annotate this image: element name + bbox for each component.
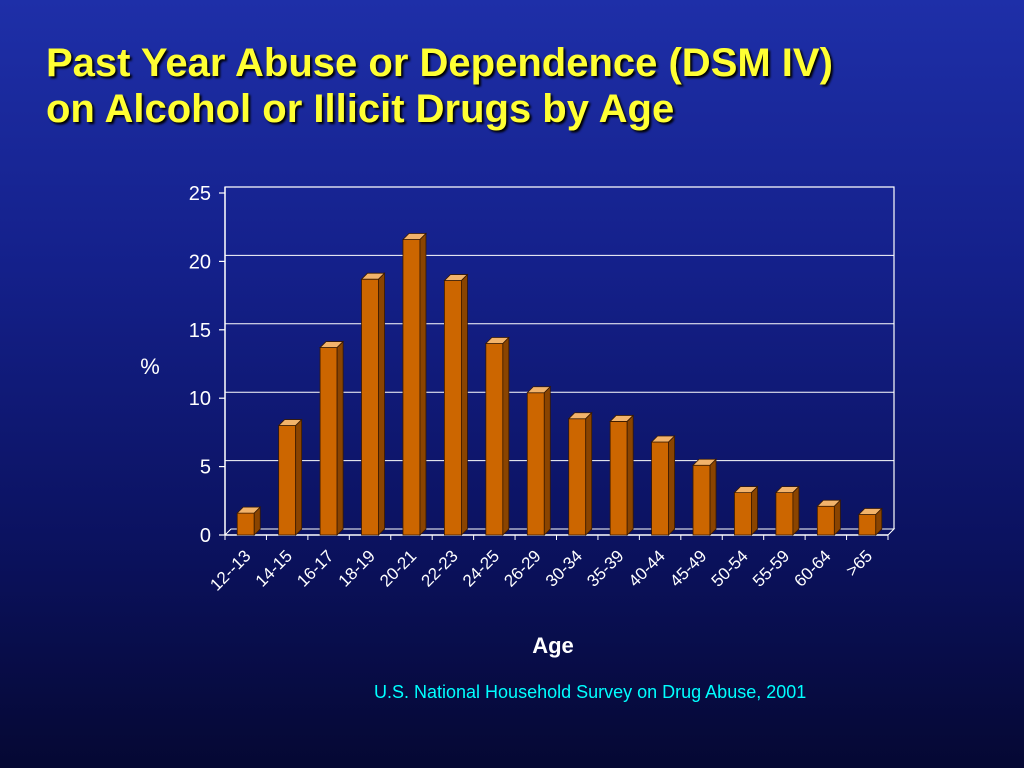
slide-title: Past Year Abuse or Dependence (DSM IV) o…: [46, 40, 996, 132]
bar-side: [875, 507, 883, 536]
bar: [568, 418, 587, 536]
y-tick-label: 25: [189, 183, 211, 205]
bar: [692, 464, 711, 536]
bar: [734, 492, 752, 536]
bar: [858, 514, 877, 536]
bar: [278, 425, 297, 536]
bar: [526, 392, 545, 536]
x-tick-label: 16-17: [293, 546, 337, 590]
bar-side: [378, 272, 385, 536]
y-axis-label: %: [140, 354, 160, 379]
bar-side: [709, 458, 717, 536]
bar: [651, 441, 669, 536]
bar: [816, 505, 835, 536]
x-tick-label: 20-21: [376, 546, 420, 590]
bar-side: [253, 506, 261, 536]
x-tick-label: 30-34: [542, 546, 586, 590]
bar-side: [792, 485, 800, 536]
bar-side: [668, 435, 675, 536]
bar-side: [502, 336, 510, 536]
bar-side: [543, 385, 551, 536]
source-citation: U.S. National Household Survey on Drug A…: [374, 682, 807, 702]
bar-side: [833, 499, 841, 536]
x-tick-label: 60-64: [790, 546, 834, 590]
x-tick-label: 12--13: [206, 546, 254, 594]
x-tick-label: 35-39: [583, 546, 627, 590]
y-tick-label: 5: [200, 457, 211, 479]
y-tick-label: 10: [189, 388, 211, 410]
x-tick-label: 50-54: [708, 546, 752, 590]
bar-side: [336, 340, 344, 536]
y-tick-label: 0: [200, 525, 211, 547]
x-tick-label: 45-49: [666, 546, 710, 590]
x-axis-label: Age: [532, 633, 574, 658]
x-tick-label: 24-25: [459, 546, 503, 590]
bar-side: [751, 485, 758, 536]
x-tick-label: 18-19: [335, 546, 379, 590]
bar-side: [626, 414, 634, 536]
bar-side: [461, 273, 468, 536]
x-tick-label: 22-23: [418, 546, 462, 590]
bar-side: [419, 232, 427, 536]
title-line-2: on Alcohol or Illicit Drugs by Age: [46, 87, 675, 131]
x-tick-label: 40-44: [625, 546, 669, 590]
bar: [444, 280, 462, 536]
y-tick-label: 20: [189, 251, 211, 273]
bar-side: [295, 418, 303, 536]
title-line-1: Past Year Abuse or Dependence (DSM IV): [46, 41, 833, 85]
bar: [402, 239, 421, 536]
x-tick-label: 26-29: [500, 546, 544, 590]
x-tick-label: >65: [842, 546, 876, 580]
bar: [236, 512, 255, 536]
x-tick-label: 55-59: [749, 546, 793, 590]
y-tick-label: 15: [189, 320, 211, 342]
bar: [609, 421, 628, 536]
bar: [485, 343, 504, 536]
bar: [361, 278, 379, 536]
bar: [775, 492, 794, 536]
x-tick-label: 14-15: [252, 546, 296, 590]
bar-side: [585, 411, 593, 536]
bar: [319, 347, 338, 536]
